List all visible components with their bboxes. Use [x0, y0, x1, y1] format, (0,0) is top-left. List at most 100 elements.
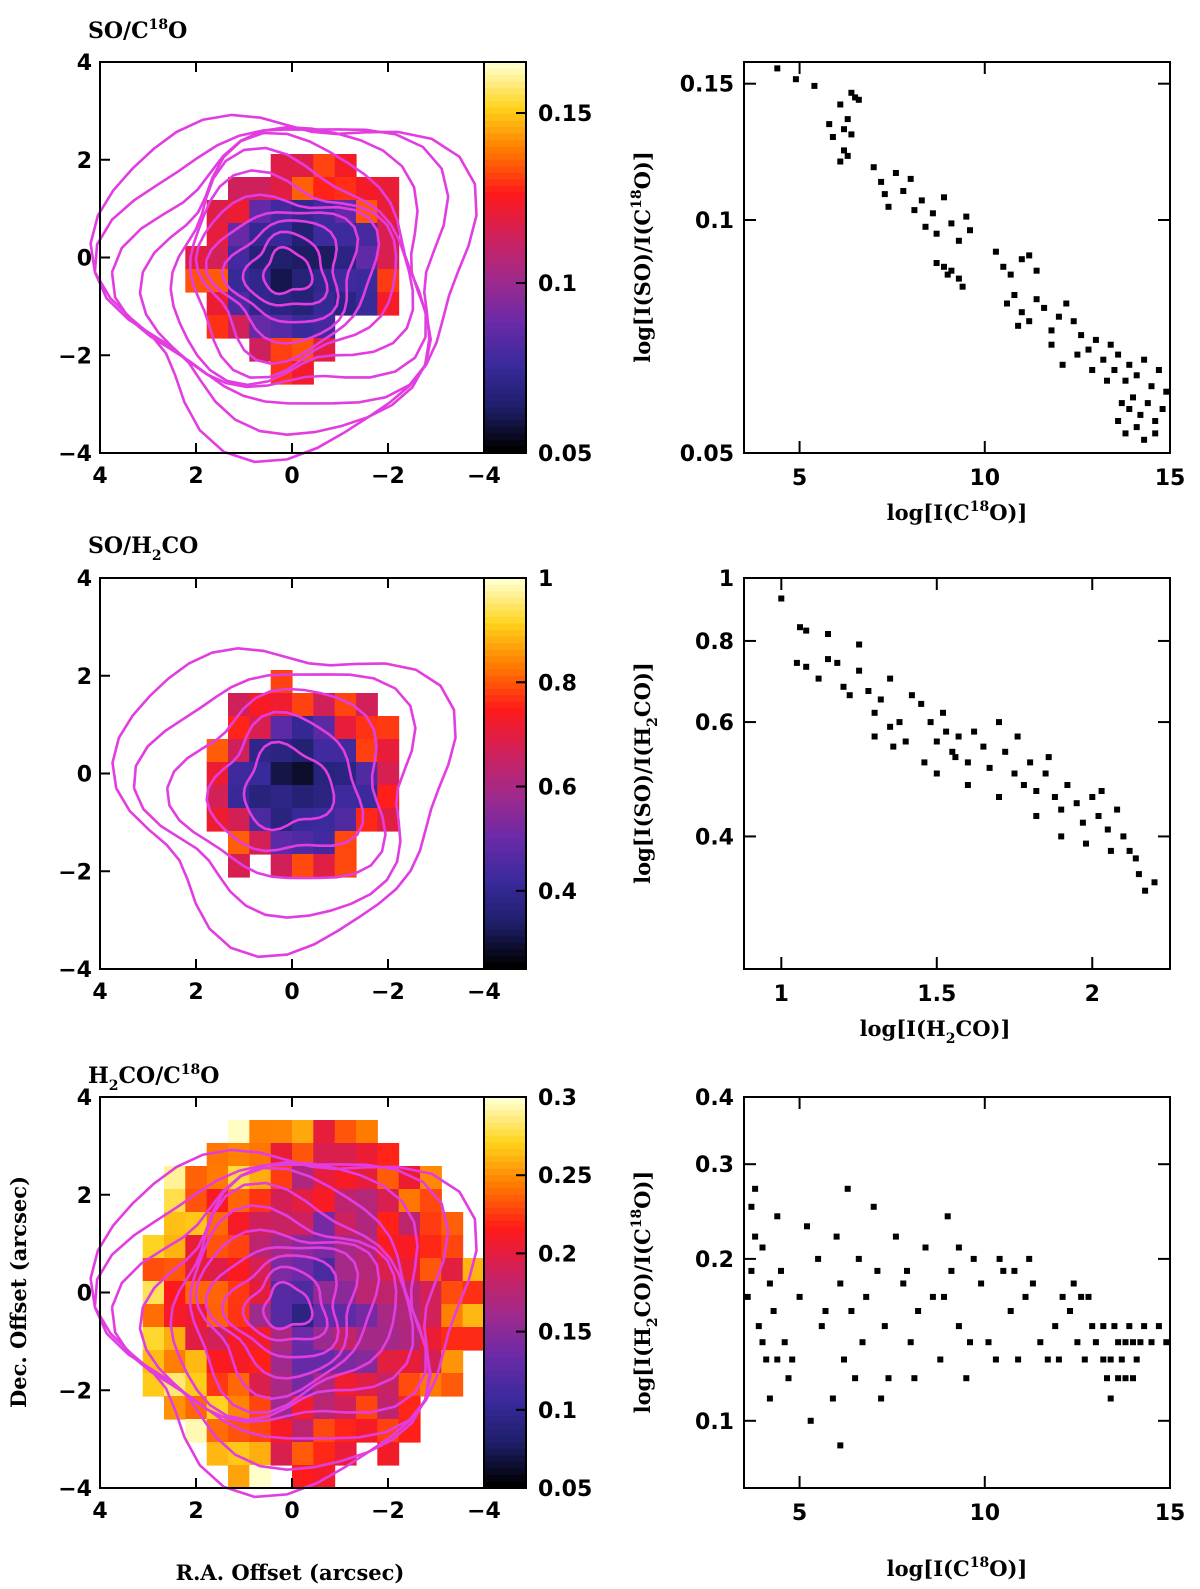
x-tick-label: 10	[969, 1501, 1000, 1526]
colorbar-step	[484, 682, 526, 690]
colorbar-step	[484, 1110, 526, 1118]
map-pixel	[228, 246, 250, 270]
map-pixel	[249, 1350, 272, 1374]
map-pixel	[206, 1143, 229, 1167]
data-point	[1037, 1339, 1044, 1346]
data-point	[955, 1323, 962, 1330]
data-point	[1033, 296, 1040, 303]
colorbar-step	[484, 88, 526, 96]
contour-line	[220, 219, 340, 324]
x-tick-label: 2	[188, 464, 203, 489]
data-point	[1081, 1356, 1088, 1363]
data-point	[900, 188, 907, 194]
data-point	[1152, 430, 1159, 437]
data-point	[885, 1375, 892, 1382]
colorbar-step	[484, 858, 526, 866]
data-point	[1148, 1339, 1155, 1346]
colorbar-step	[484, 754, 526, 762]
colorbar-step	[484, 1318, 526, 1326]
y-tick-label: −4	[58, 442, 92, 467]
map-pixel	[334, 1350, 357, 1374]
colorbar-step	[484, 760, 526, 768]
data-point	[748, 1203, 755, 1210]
map-pixel	[206, 1327, 229, 1351]
data-point	[955, 237, 962, 244]
data-point	[952, 754, 959, 761]
colorbar-step	[484, 107, 526, 115]
y-tick-label: −2	[58, 344, 92, 369]
colorbar-step	[484, 218, 526, 226]
map-pixel	[313, 785, 336, 809]
x-axis-label: log[I(H2CO)]	[860, 1016, 1011, 1047]
map-pixel	[206, 785, 229, 809]
map-pixel	[313, 1465, 336, 1489]
data-point	[825, 631, 831, 637]
colorbar-step	[484, 172, 526, 180]
data-point	[1092, 336, 1099, 343]
x-tick-label: 0	[284, 464, 299, 489]
map-pixel	[441, 1281, 464, 1305]
colorbar-step	[484, 819, 526, 827]
colorbar-step	[484, 1461, 526, 1469]
data-point	[1044, 1356, 1051, 1363]
x-tick-label: −4	[467, 980, 501, 1005]
data-point	[1070, 1280, 1077, 1287]
data-point	[937, 1356, 944, 1363]
map-pixel	[270, 1442, 293, 1466]
data-point	[1111, 1323, 1118, 1330]
data-point	[874, 1267, 881, 1274]
x-tick-label: 5	[792, 466, 807, 491]
map-pixel	[185, 1166, 208, 1190]
map-pixel	[164, 1235, 186, 1259]
panel-so-c18o-scatter: 5 10 15 0.15 0.1 0.05 log[I(C18O)] log[I(SO)/…	[629, 61, 1185, 525]
map-pixel	[228, 1258, 250, 1282]
colorbar-step	[484, 1220, 526, 1228]
contour-set	[89, 1148, 478, 1499]
colorbar-tick-label: 0.15	[538, 1321, 592, 1346]
colorbar-step	[484, 426, 526, 434]
y-tick-label: 2	[77, 149, 92, 174]
colorbar-step	[484, 1240, 526, 1248]
data-point	[1085, 1293, 1092, 1300]
colorbar-tick-label: 0.1	[538, 272, 577, 297]
colorbar-step	[484, 1116, 526, 1124]
colorbar: 1 0.8 0.6 0.4	[483, 567, 577, 970]
map-pixel	[313, 693, 336, 717]
map-pixel	[356, 739, 378, 763]
data-point	[1122, 1375, 1129, 1382]
data-point	[1115, 418, 1122, 424]
x-tick-label: −4	[467, 464, 501, 489]
data-point	[877, 696, 884, 703]
colorbar-step	[484, 101, 526, 109]
map-pixel	[228, 1212, 250, 1236]
y-tick-label: 4	[77, 567, 92, 592]
colorbar-tick-label: 0.3	[538, 1086, 577, 1111]
contour-line	[169, 1181, 415, 1422]
map-pixel	[249, 292, 272, 316]
map-pixel	[249, 1143, 272, 1167]
colorbar-step	[484, 656, 526, 664]
data-point	[1064, 782, 1071, 788]
data-point	[955, 733, 962, 740]
colorbar-step	[484, 1481, 526, 1489]
colorbar-step	[484, 1253, 526, 1261]
data-point	[1074, 1339, 1081, 1346]
map-pixel	[356, 177, 378, 201]
colorbar-step	[484, 1435, 526, 1443]
data-point	[1089, 1323, 1096, 1330]
map-pixel	[313, 1166, 336, 1190]
colorbar-step	[484, 903, 526, 911]
data-point	[1011, 1267, 1018, 1274]
data-point	[744, 1293, 751, 1300]
map-pixel	[334, 1189, 357, 1213]
data-point	[887, 675, 894, 682]
data-point	[841, 1356, 847, 1363]
colorbar: 0.3 0.25 0.2 0.15 0.1 0.05	[483, 1086, 592, 1502]
data-point	[1027, 759, 1034, 766]
contour-line	[220, 1254, 340, 1359]
colorbar-step	[484, 643, 526, 651]
map-pixel	[292, 831, 314, 855]
map-pixel	[185, 1419, 208, 1443]
colorbar-step	[484, 1194, 526, 1202]
data-point	[748, 1267, 755, 1274]
